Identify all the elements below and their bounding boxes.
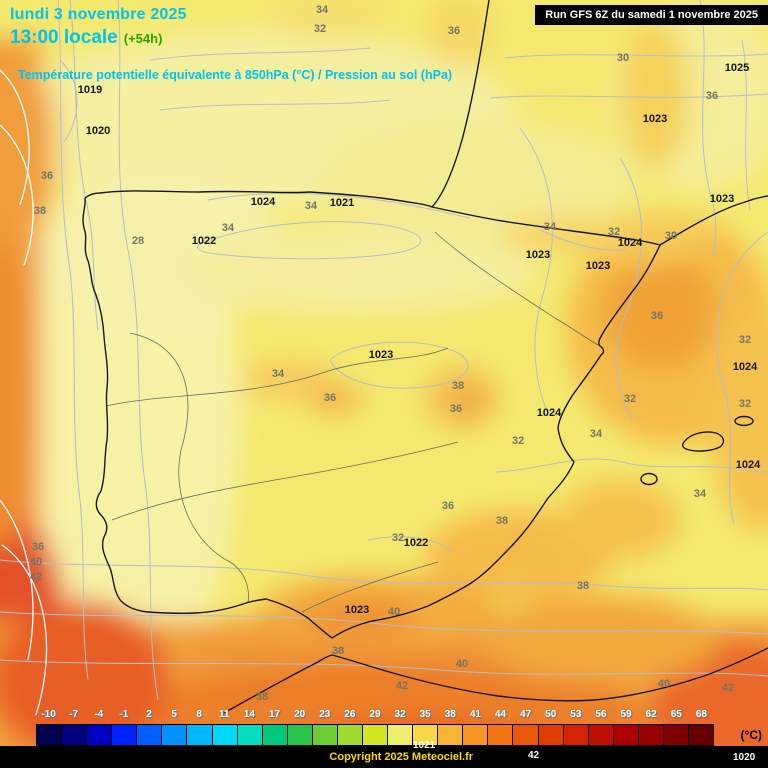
copyright-text: Copyright 2025 Meteociel.fr: [329, 751, 474, 763]
colorbar-segment: [287, 725, 313, 745]
colorbar-tick: 41: [469, 709, 481, 720]
colorbar-segment: [237, 725, 263, 745]
colorbar-tick: 38: [444, 709, 456, 720]
colorbar-segment: [212, 725, 238, 745]
colorbar-ticks: -10 -7 -4 -1 2 5 8 11 14 17 20 23 26 29 32 35 38 41 44 47 50…: [36, 709, 714, 724]
white-contours: [0, 69, 48, 716]
colorbar-segment: [112, 725, 138, 745]
colorbar-tick: -10: [41, 709, 56, 720]
colorbar-segment: [488, 725, 514, 745]
colorbar-bar: [36, 724, 714, 746]
colorbar-segment: [262, 725, 288, 745]
colorbar-tick: 59: [620, 709, 632, 720]
colorbar-tick: 32: [394, 709, 406, 720]
colorbar-segment: [413, 725, 439, 745]
colorbar-segment: [613, 725, 639, 745]
colorbar-tick: 29: [369, 709, 381, 720]
colorbar-tick: 50: [545, 709, 557, 720]
colorbar-tick: 53: [570, 709, 582, 720]
colorbar-segment: [663, 725, 690, 745]
colorbar-segment: [187, 725, 213, 745]
map-edge-label: 1020: [733, 752, 756, 763]
colorbar-segment: [62, 725, 88, 745]
colorbar-segment: [87, 725, 113, 745]
colorbar-segment: [438, 725, 464, 745]
coastlines: [82, 0, 768, 715]
color-scale: -10 -7 -4 -1 2 5 8 11 14 17 20 23 26 29 32 35 38 41 44 47 50…: [36, 709, 714, 746]
colorbar-tick: 17: [268, 709, 281, 720]
colorbar-tick: 44: [494, 709, 507, 720]
forecast-offset: (+54h): [123, 31, 163, 46]
colorbar-tick: 68: [695, 709, 707, 720]
colorbar-segment: [312, 725, 338, 745]
rivers-borders: [105, 231, 601, 613]
colorbar-tick: 20: [294, 709, 306, 720]
colorbar-tick: 8: [196, 709, 202, 720]
colorbar-segment: [388, 725, 414, 745]
forecast-time: 13:00 locale: [10, 27, 118, 48]
colorbar-segment: [463, 725, 489, 745]
colorbar-tick: 62: [645, 709, 657, 720]
colorbar-tick: 65: [670, 709, 682, 720]
colorbar-segment: [638, 725, 664, 745]
colorbar-tick: 56: [595, 709, 607, 720]
colorbar-tick: 11: [219, 709, 230, 720]
colorbar-tick: -4: [94, 709, 104, 720]
colorbar-segment: [137, 725, 163, 745]
colorbar-tick: 35: [419, 709, 431, 720]
unit-label: (°C): [740, 728, 762, 742]
colorbar-segment: [689, 725, 714, 745]
map-edge-label: 42: [528, 750, 540, 761]
colorbar-segment: [337, 725, 364, 745]
colorbar-segment: [563, 725, 589, 745]
colorbar-tick: 23: [319, 709, 331, 720]
colorbar-tick: -7: [69, 709, 79, 720]
colorbar-segment: [538, 725, 564, 745]
map-title: Température potentielle équivalente à 85…: [18, 68, 453, 82]
forecast-header: lundi 3 novembre 2025 13:00 locale (+54h): [10, 6, 187, 49]
colorbar-tick: 2: [146, 709, 152, 720]
isobar-contours: [0, 0, 768, 701]
colorbar-tick: 14: [243, 709, 255, 720]
colorbar-tick: 5: [171, 709, 177, 720]
colorbar-segment: [363, 725, 389, 745]
colorbar-segment: [588, 725, 614, 745]
forecast-date: lundi 3 novembre 2025: [10, 6, 187, 23]
colorbar-tick: 47: [520, 709, 532, 720]
bottom-strip: Copyright 2025 Meteociel.fr 1021 42 1020: [0, 740, 768, 768]
colorbar-segment: [513, 725, 539, 745]
colorbar-segment: [37, 725, 63, 745]
model-run-info: Run GFS 6Z du samedi 1 novembre 2025: [535, 5, 768, 25]
map-edge-label: 1021: [413, 740, 436, 751]
colorbar-segment: [162, 725, 188, 745]
colorbar-tick: -1: [119, 709, 129, 720]
colorbar-tick: 26: [344, 709, 356, 720]
